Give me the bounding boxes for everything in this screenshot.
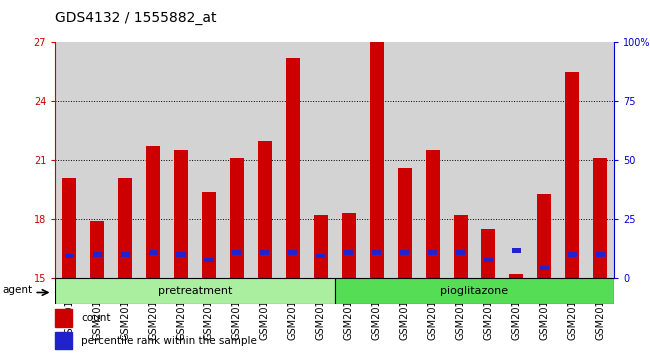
Bar <box>55 309 72 327</box>
Text: percentile rank within the sample: percentile rank within the sample <box>81 336 257 346</box>
Text: agent: agent <box>3 285 33 295</box>
Bar <box>502 42 530 278</box>
Bar <box>558 42 586 278</box>
Text: count: count <box>81 313 110 323</box>
Bar <box>251 42 279 278</box>
Bar <box>530 42 558 278</box>
Bar <box>65 254 73 258</box>
Bar <box>258 141 272 278</box>
Bar <box>596 252 605 257</box>
Bar <box>279 42 307 278</box>
Bar <box>510 274 523 278</box>
Bar <box>118 178 132 278</box>
Bar <box>167 42 195 278</box>
Bar <box>482 229 495 278</box>
Bar <box>55 332 72 349</box>
Bar <box>342 213 356 278</box>
Text: pretreatment: pretreatment <box>158 286 232 296</box>
Bar <box>398 168 411 278</box>
Bar <box>456 250 465 255</box>
Bar <box>121 252 129 257</box>
Bar <box>55 278 335 304</box>
Bar <box>93 252 101 257</box>
Bar <box>205 258 213 262</box>
Bar <box>149 250 157 255</box>
Bar <box>474 42 502 278</box>
Bar <box>83 42 111 278</box>
Bar <box>139 42 167 278</box>
Bar <box>372 250 381 255</box>
Bar <box>447 42 474 278</box>
Bar <box>370 42 384 278</box>
Bar <box>566 72 579 278</box>
Bar <box>286 58 300 278</box>
Bar <box>317 254 325 258</box>
Bar <box>512 248 521 253</box>
Bar <box>484 258 493 262</box>
Bar <box>230 158 244 278</box>
Bar <box>454 215 467 278</box>
Text: GDS4132 / 1555882_at: GDS4132 / 1555882_at <box>55 11 216 25</box>
Bar <box>307 42 335 278</box>
Bar <box>391 42 419 278</box>
Bar <box>202 192 216 278</box>
Bar <box>593 158 607 278</box>
Bar <box>174 150 188 278</box>
Bar <box>111 42 139 278</box>
Bar <box>223 42 251 278</box>
Bar <box>146 147 160 278</box>
Bar <box>233 250 241 255</box>
Bar <box>289 250 297 255</box>
Bar <box>538 194 551 278</box>
Bar <box>195 42 223 278</box>
Bar <box>90 221 104 278</box>
Bar <box>568 252 577 257</box>
Bar <box>344 250 353 255</box>
Bar <box>335 278 614 304</box>
Bar <box>335 42 363 278</box>
Bar <box>314 215 328 278</box>
Bar <box>540 266 549 270</box>
Bar <box>426 150 439 278</box>
Bar <box>55 42 83 278</box>
Bar <box>177 252 185 257</box>
Bar <box>400 250 409 255</box>
Text: pioglitazone: pioglitazone <box>441 286 508 296</box>
Bar <box>363 42 391 278</box>
Bar <box>62 178 76 278</box>
Bar <box>261 250 269 255</box>
Bar <box>419 42 447 278</box>
Bar <box>428 250 437 255</box>
Bar <box>586 42 614 278</box>
